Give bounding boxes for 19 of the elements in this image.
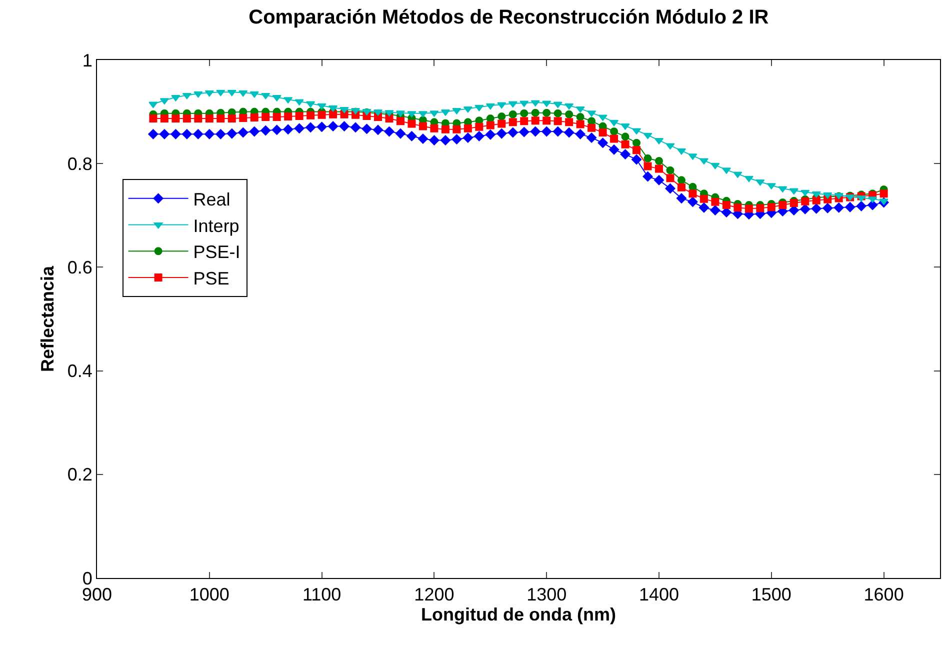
x-tick-label: 1000 xyxy=(189,584,230,605)
x-tick-label: 1300 xyxy=(526,584,567,605)
y-tick-label: 0.2 xyxy=(67,464,92,485)
legend-label: PSE xyxy=(193,268,230,289)
legend-label: Interp xyxy=(193,216,240,236)
legend-label: Real xyxy=(193,189,230,210)
x-tick-label: 1100 xyxy=(302,584,342,605)
y-tick-label: 1 xyxy=(82,50,92,70)
x-tick-label: 1200 xyxy=(414,584,454,605)
legend-label: PSE-I xyxy=(193,242,240,262)
y-axis-title: Reflectancia xyxy=(38,264,58,372)
x-tick-label: 1400 xyxy=(638,584,680,605)
y-tick-label: 0.6 xyxy=(67,258,92,278)
x-tick-label: 1500 xyxy=(751,584,792,605)
chart-title: Comparación Métodos de Reconstrucción Módulo 2 IR xyxy=(248,6,770,29)
y-tick-label: 0.4 xyxy=(67,361,92,382)
x-tick-label: 1600 xyxy=(864,584,904,605)
y-tick-label: 0.8 xyxy=(67,154,92,174)
x-axis-title: Longitud de onda (nm) xyxy=(421,604,616,625)
